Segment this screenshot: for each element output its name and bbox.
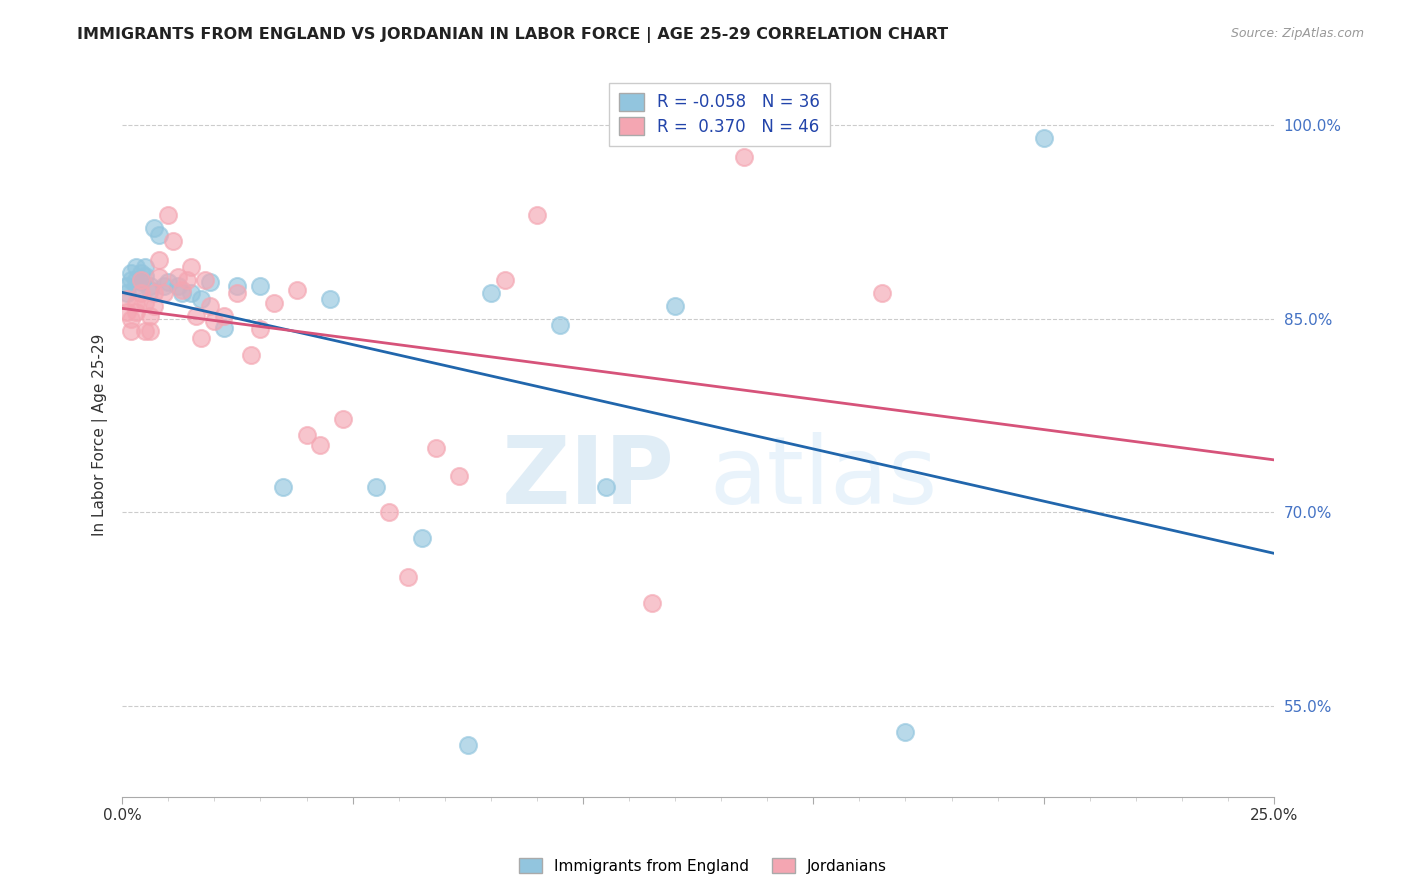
Point — [115, 292, 138, 306]
Point — [172, 285, 194, 300]
Point — [139, 325, 162, 339]
Point — [364, 479, 387, 493]
Point — [166, 279, 188, 293]
Point — [226, 285, 249, 300]
Point — [125, 296, 148, 310]
Point — [273, 479, 295, 493]
Point — [548, 318, 571, 332]
Point — [148, 253, 170, 268]
Point — [332, 412, 354, 426]
Point — [396, 570, 419, 584]
Point — [457, 738, 479, 752]
Point — [134, 268, 156, 283]
Y-axis label: In Labor Force | Age 25-29: In Labor Force | Age 25-29 — [93, 334, 108, 536]
Point — [172, 283, 194, 297]
Point — [411, 531, 433, 545]
Point — [139, 279, 162, 293]
Point — [157, 276, 180, 290]
Point — [285, 283, 308, 297]
Point — [139, 283, 162, 297]
Point — [641, 596, 664, 610]
Point — [202, 314, 225, 328]
Point — [120, 325, 142, 339]
Text: IMMIGRANTS FROM ENGLAND VS JORDANIAN IN LABOR FORCE | AGE 25-29 CORRELATION CHAR: IMMIGRANTS FROM ENGLAND VS JORDANIAN IN … — [77, 27, 949, 43]
Point — [115, 279, 138, 293]
Point — [176, 273, 198, 287]
Point — [240, 348, 263, 362]
Point — [190, 331, 212, 345]
Point — [120, 311, 142, 326]
Point — [494, 273, 516, 287]
Point — [129, 266, 152, 280]
Point — [143, 285, 166, 300]
Legend: Immigrants from England, Jordanians: Immigrants from England, Jordanians — [513, 852, 893, 880]
Point — [249, 322, 271, 336]
Point — [139, 309, 162, 323]
Point — [115, 305, 138, 319]
Legend: R = -0.058   N = 36, R =  0.370   N = 46: R = -0.058 N = 36, R = 0.370 N = 46 — [609, 83, 830, 146]
Point — [148, 270, 170, 285]
Point — [129, 285, 152, 300]
Point — [447, 469, 470, 483]
Point — [125, 279, 148, 293]
Point — [226, 279, 249, 293]
Point — [249, 279, 271, 293]
Point — [479, 285, 502, 300]
Point — [180, 285, 202, 300]
Text: atlas: atlas — [710, 433, 938, 524]
Point — [733, 150, 755, 164]
Point — [115, 285, 138, 300]
Point — [295, 427, 318, 442]
Point — [595, 479, 617, 493]
Point — [134, 296, 156, 310]
Point — [526, 208, 548, 222]
Point — [166, 270, 188, 285]
Point — [1032, 130, 1054, 145]
Point — [120, 273, 142, 287]
Text: ZIP: ZIP — [502, 433, 675, 524]
Point — [378, 505, 401, 519]
Point — [143, 221, 166, 235]
Point — [162, 234, 184, 248]
Point — [129, 276, 152, 290]
Point — [894, 725, 917, 739]
Point — [148, 227, 170, 242]
Point — [425, 441, 447, 455]
Point — [184, 309, 207, 323]
Point — [120, 266, 142, 280]
Point — [212, 309, 235, 323]
Point — [318, 292, 340, 306]
Point — [190, 292, 212, 306]
Point — [309, 438, 332, 452]
Point — [664, 299, 686, 313]
Point — [125, 305, 148, 319]
Point — [125, 260, 148, 274]
Point — [143, 299, 166, 313]
Point — [194, 273, 217, 287]
Point — [212, 320, 235, 334]
Point — [152, 285, 174, 300]
Point — [180, 260, 202, 274]
Point — [134, 325, 156, 339]
Text: Source: ZipAtlas.com: Source: ZipAtlas.com — [1230, 27, 1364, 40]
Point — [157, 208, 180, 222]
Point — [152, 279, 174, 293]
Point — [263, 296, 285, 310]
Point — [872, 285, 894, 300]
Point — [198, 299, 221, 313]
Point — [125, 273, 148, 287]
Point — [134, 260, 156, 274]
Point — [198, 276, 221, 290]
Point — [129, 273, 152, 287]
